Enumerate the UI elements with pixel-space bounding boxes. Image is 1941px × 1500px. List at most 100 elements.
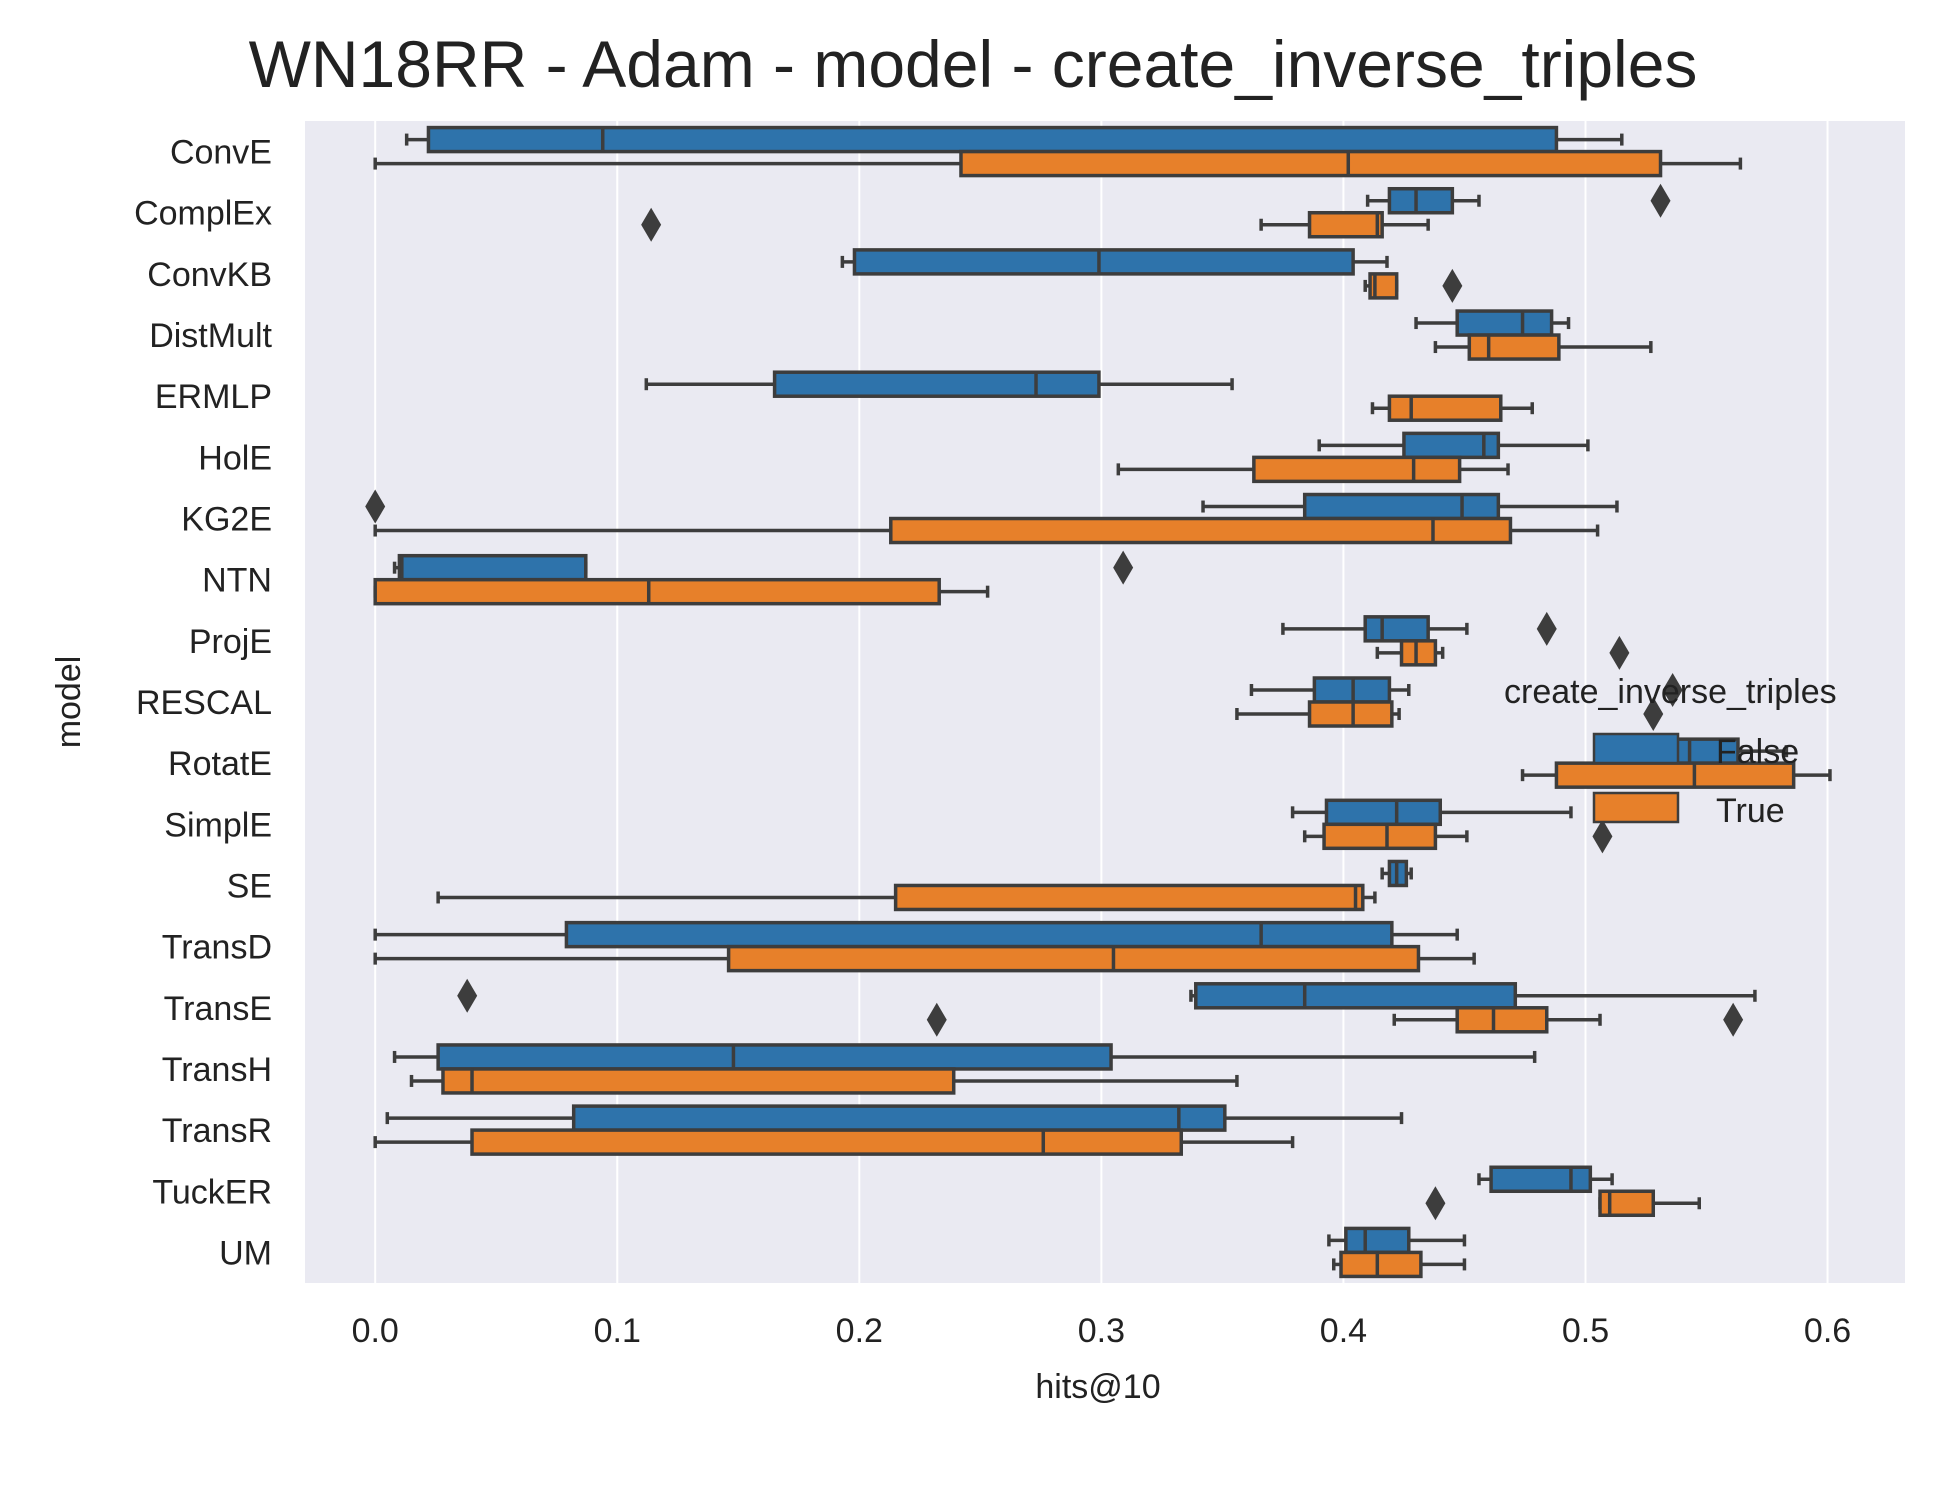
legend-swatch-true [1592, 791, 1680, 824]
box-iqr [1324, 798, 1442, 827]
y-tick-label: RESCAL [136, 684, 272, 722]
x-tick-label: 0.2 [836, 1312, 883, 1350]
x-tick-label: 0.4 [1320, 1312, 1367, 1350]
box-true [1235, 697, 1664, 731]
outlier-point [1662, 673, 1683, 707]
box-false [1327, 1226, 1467, 1255]
legend-label-false: False [1716, 733, 1799, 771]
y-tick-label: TransH [162, 1051, 272, 1089]
box-plot-series [365, 125, 1832, 1279]
box-iqr [772, 370, 1101, 398]
box-true [373, 577, 990, 606]
y-tick-label: ConvKB [147, 256, 272, 294]
box-iqr [470, 1128, 1183, 1156]
box-false [1380, 859, 1413, 888]
legend: create_inverse_triples False True [1504, 673, 1837, 830]
y-tick-label: TransR [162, 1112, 272, 1150]
y-tick-label: KG2E [181, 501, 272, 539]
box-iqr [852, 248, 1355, 276]
outlier-point [1650, 183, 1671, 218]
box-false [1249, 673, 1683, 707]
y-tick-label: TransE [164, 990, 272, 1028]
box-iqr [1455, 1006, 1549, 1034]
outlier-point [1592, 819, 1613, 854]
grid-lines [374, 121, 1829, 1283]
outlier-point [1442, 268, 1463, 303]
box-iqr [1322, 822, 1438, 851]
box-iqr [373, 577, 941, 606]
box-false [365, 489, 1619, 524]
box-iqr [1489, 1165, 1593, 1194]
y-tick-label: ProjE [189, 623, 272, 661]
y-tick-label: ERMLP [155, 378, 272, 416]
box-false [373, 920, 1459, 949]
legend-title: create_inverse_triples [1504, 673, 1837, 711]
box-iqr [397, 553, 588, 582]
box-false [1365, 183, 1671, 218]
y-tick-label: ComplEx [134, 195, 272, 233]
box-true [926, 1002, 1744, 1037]
box-iqr [1252, 455, 1462, 484]
box-true [1331, 1250, 1467, 1279]
legend-swatch-false [1592, 732, 1680, 765]
box-iqr [1307, 700, 1394, 728]
box-iqr [726, 944, 1421, 973]
y-tick-label: DistMult [149, 317, 272, 355]
box-iqr [1387, 186, 1455, 215]
box-false [1317, 431, 1590, 460]
box-iqr [1455, 309, 1554, 337]
box-iqr [1467, 333, 1561, 361]
y-tick-label: RotatE [168, 745, 272, 783]
legend-label-true: True [1716, 792, 1785, 830]
box-iqr [1344, 1226, 1411, 1255]
box-false [1477, 1165, 1614, 1194]
box-iqr [889, 516, 1513, 545]
box-true [1302, 819, 1613, 854]
box-true [1425, 1186, 1702, 1221]
outlier-point [457, 978, 478, 1013]
box-true [373, 1128, 1295, 1156]
y-tick-label: ConvE [170, 134, 272, 172]
box-iqr [564, 920, 1394, 949]
box-true [436, 883, 1377, 912]
box-false [404, 125, 1624, 154]
y-tick-labels: ConvE ComplEx ConvKB DistMult ERMLP HolE KG2E N… [134, 134, 272, 1273]
y-tick-label: TuckER [152, 1173, 272, 1211]
outlier-point [365, 489, 386, 524]
x-axis-label: hits@10 [1035, 1368, 1160, 1406]
x-tick-label: 0.1 [594, 1312, 641, 1350]
y-tick-label: UM [219, 1234, 272, 1272]
box-iqr [1363, 615, 1430, 643]
x-tick-label: 0.5 [1562, 1312, 1609, 1350]
y-tick-label: NTN [202, 562, 272, 600]
box-true [1116, 455, 1510, 484]
outlier-point [1425, 1186, 1446, 1221]
outlier-point [926, 1002, 947, 1037]
box-iqr [1307, 210, 1384, 239]
box-false [644, 370, 1234, 398]
box-true [1375, 635, 1630, 670]
box-iqr [893, 883, 1365, 912]
y-tick-label: HolE [198, 439, 272, 477]
box-true [373, 516, 1600, 545]
box-false [392, 1043, 1537, 1071]
outlier-point [1643, 697, 1664, 731]
box-iqr [1302, 492, 1501, 521]
box-iqr [1339, 1250, 1423, 1279]
x-tick-labels: 0.0 0.1 0.2 0.3 0.4 0.5 0.6 [352, 1312, 1852, 1350]
y-tick-label: SE [227, 867, 272, 905]
outlier-point [1723, 1002, 1744, 1037]
box-true [409, 1067, 1239, 1095]
outlier-point [1609, 635, 1630, 670]
box-false [457, 978, 1757, 1013]
box-true [1433, 333, 1653, 361]
box-true [1363, 268, 1463, 303]
box-false [1281, 611, 1557, 646]
y-axis-label: model [50, 656, 88, 749]
outlier-point [1113, 550, 1134, 585]
box-iqr [426, 125, 1559, 154]
chart-title: WN18RR - Adam - model - create_inverse_t… [249, 27, 1698, 101]
outlier-point [641, 207, 662, 242]
box-iqr [959, 149, 1663, 178]
